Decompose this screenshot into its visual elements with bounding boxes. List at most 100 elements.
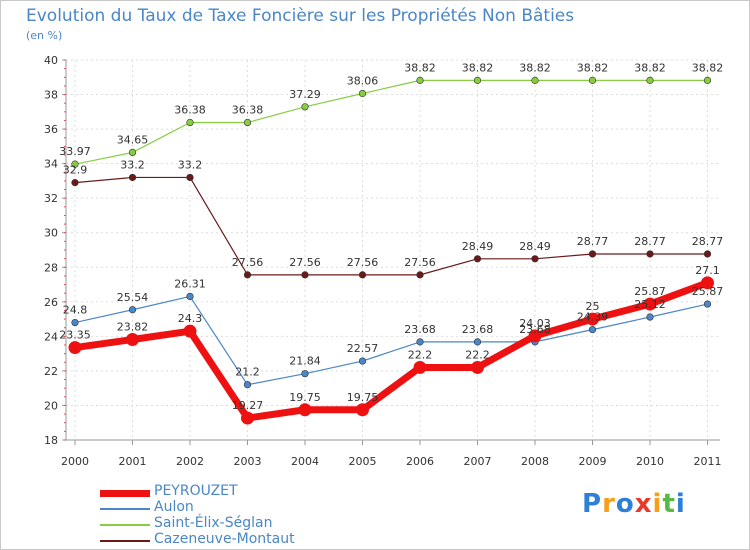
data-label: 25.12: [634, 298, 666, 311]
data-point: [71, 179, 79, 187]
data-label: 23.68: [519, 323, 551, 336]
y-tick-label: 32: [44, 192, 58, 205]
data-label: 21.84: [289, 355, 321, 368]
data-label: 38.06: [347, 75, 379, 88]
y-tick-label: 40: [44, 54, 58, 67]
data-label: 38.82: [634, 61, 666, 74]
data-point: [301, 370, 309, 378]
x-tick-label: 2004: [291, 455, 319, 468]
data-point: [126, 332, 139, 346]
data-point: [71, 318, 79, 327]
x-tick-label: 2003: [234, 455, 262, 468]
data-label: 22.2: [465, 348, 490, 361]
chart-subtitle: (en %): [26, 29, 63, 42]
legend-label: PEYROUZET: [154, 483, 238, 499]
x-tick-label: 2000: [61, 455, 89, 468]
data-point: [646, 76, 654, 84]
data-label: 38.82: [404, 61, 436, 74]
data-point: [128, 306, 137, 314]
series-lines: [68, 76, 714, 425]
x-tick-label: 2011: [694, 455, 722, 468]
x-tick-label: 2009: [579, 455, 607, 468]
grid: [66, 59, 720, 441]
data-label: 38.82: [462, 61, 494, 74]
data-label: 33.2: [120, 158, 145, 171]
data-point: [531, 255, 539, 263]
legend-swatch: [100, 508, 150, 510]
data-point: [703, 300, 712, 308]
data-point: [588, 76, 597, 84]
data-point: [703, 76, 712, 84]
data-point: [646, 313, 654, 321]
data-label: 28.49: [519, 240, 551, 253]
data-point: [301, 271, 309, 279]
data-label: 22.2: [408, 348, 433, 361]
logo-letter: i: [652, 489, 663, 519]
data-point: [243, 118, 252, 127]
data-point: [416, 338, 424, 346]
data-point: [473, 338, 482, 346]
data-label: 25.87: [692, 285, 724, 298]
data-label: 26.31: [174, 277, 206, 290]
x-tick-label: 2006: [406, 455, 434, 468]
data-label: 28.77: [692, 235, 724, 248]
data-point: [298, 403, 312, 417]
y-tick-label: 22: [44, 365, 58, 378]
logo-letter: i: [675, 489, 686, 519]
data-point: [586, 312, 599, 326]
data-point: [471, 360, 484, 374]
data-point: [701, 276, 714, 290]
data-label: 23.68: [462, 323, 494, 336]
data-label: 24.03: [519, 317, 551, 330]
data-label: 24.8: [63, 304, 88, 317]
data-label: 27.56: [404, 256, 436, 269]
data-point: [643, 297, 657, 311]
data-label: 19.75: [289, 391, 321, 404]
x-tick-label: 2005: [349, 455, 377, 468]
x-tick-label: 2008: [521, 455, 549, 468]
x-tick-label: 2002: [176, 455, 204, 468]
logo-letter: x: [634, 489, 653, 519]
data-point: [358, 89, 367, 98]
y-tick-label: 28: [44, 261, 58, 274]
data-point: [241, 411, 254, 425]
data-label: 32.9: [63, 164, 88, 177]
data-labels: 32.9 33.2 33.2 27.56 27.56 27.56 27.56 28.49 28.…: [59, 61, 723, 412]
data-label: 28.77: [634, 235, 666, 248]
y-tick-label: 18: [44, 434, 58, 447]
series-line-1: [74, 295, 709, 386]
logo-letter: t: [662, 489, 676, 519]
data-label: 27.56: [232, 256, 264, 269]
y-tick-label: 34: [44, 158, 58, 171]
data-label: 28.49: [462, 240, 494, 253]
data-label: 23.35: [59, 329, 91, 342]
legend-label: Saint-Élix-Séglan: [154, 515, 273, 531]
data-label: 24.3: [178, 312, 203, 325]
data-point: [703, 250, 712, 258]
data-label: 27.56: [289, 256, 321, 269]
x-tick-label: 2007: [464, 455, 492, 468]
data-point: [358, 357, 367, 365]
data-label: 27.56: [347, 256, 379, 269]
data-label: 38.82: [692, 61, 724, 74]
data-label: 25: [586, 300, 600, 313]
y-tick-label: 30: [44, 227, 58, 240]
axes: 18 20 22 24 26 28 30 32 34 36 38 40 2000 2001 2002 2003…: [44, 54, 722, 468]
data-point: [528, 329, 542, 343]
logo-letter: P: [582, 489, 603, 519]
data-point: [413, 360, 427, 374]
data-label: 25.87: [634, 285, 666, 298]
data-label: 25.54: [117, 291, 149, 304]
data-point: [186, 173, 194, 182]
data-label: 23.82: [117, 320, 149, 333]
data-label: 23.68: [404, 323, 436, 336]
data-label: 33.97: [59, 145, 91, 158]
data-point: [71, 160, 79, 168]
data-point: [301, 103, 309, 111]
data-label: 19.75: [347, 391, 379, 404]
legend-swatch: [100, 524, 150, 526]
data-point: [128, 173, 137, 182]
y-tick-label: 38: [44, 89, 58, 102]
legend-swatch: [100, 490, 150, 497]
data-label: 34.65: [117, 133, 149, 146]
